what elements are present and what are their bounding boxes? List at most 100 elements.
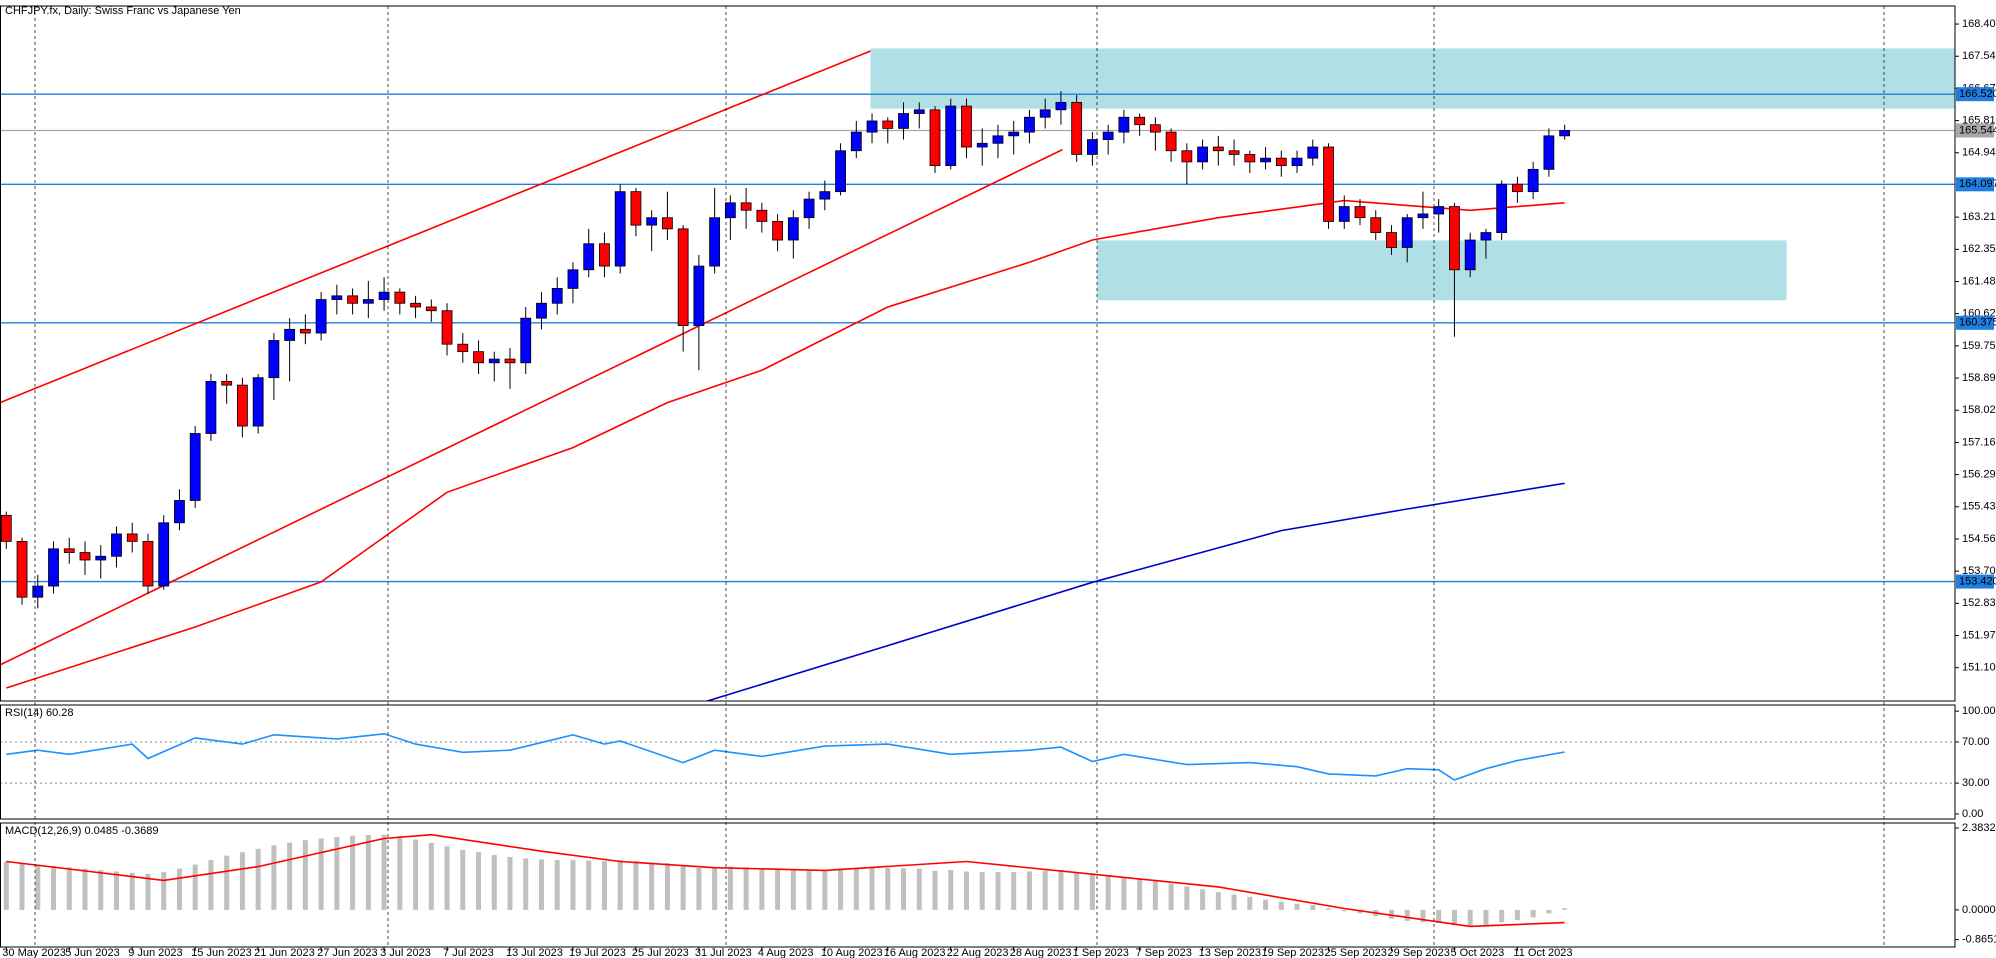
candle-body — [189, 433, 201, 501]
y-tick-label: 158.890 — [1962, 372, 1996, 384]
macd-bar — [145, 873, 151, 910]
x-tick-label: 25 Sep 2023 — [1325, 947, 1387, 958]
y-tick-label: 155.430 — [1962, 501, 1996, 513]
macd-bar — [1388, 909, 1394, 919]
macd-bar — [98, 870, 104, 910]
macd-bar — [948, 870, 954, 910]
level-label: 160.375 — [1959, 317, 1996, 329]
candle-body — [79, 552, 91, 561]
candle-body — [740, 202, 752, 211]
macd-bar — [444, 846, 450, 910]
macd-bar — [1310, 905, 1316, 910]
macd-bar — [397, 836, 403, 910]
y-tick-label: 153.700 — [1962, 565, 1996, 577]
candle-body — [1118, 116, 1130, 133]
macd-bar — [239, 852, 245, 910]
macd-bar — [19, 863, 25, 910]
candle-body — [787, 217, 799, 241]
macd-bar — [901, 868, 907, 910]
macd-bar — [1011, 872, 1017, 910]
candle-body — [126, 533, 138, 542]
y-tick-label: 151.970 — [1962, 629, 1996, 641]
macd-bar — [365, 835, 371, 910]
candle-body — [1055, 101, 1067, 111]
macd-bar — [66, 867, 72, 910]
macd-bar — [759, 868, 765, 910]
candle-body — [1102, 131, 1114, 140]
candle-body — [1401, 217, 1413, 248]
level-label: 164.097 — [1959, 178, 1996, 190]
candle-body — [347, 295, 358, 304]
macd-bar — [1294, 903, 1300, 910]
candle-body — [1275, 157, 1287, 167]
y-tick-label: 0.00 — [1962, 808, 1983, 820]
candle-body — [410, 302, 421, 308]
moving-average — [704, 482, 1565, 701]
macd-bar — [1341, 909, 1347, 912]
x-tick-label: 21 Jun 2023 — [254, 947, 315, 958]
candle-body — [772, 221, 783, 241]
macd-bar — [963, 871, 969, 910]
x-tick-label: 3 Jul 2023 — [380, 947, 431, 958]
candle-body — [1433, 206, 1445, 215]
candle-body — [315, 299, 327, 334]
candle-body — [252, 377, 264, 427]
y-tick-label: 157.160 — [1962, 436, 1996, 448]
candle-body — [16, 540, 28, 598]
macd-bar — [208, 860, 214, 910]
candle-body — [1291, 157, 1303, 167]
macd-bar — [853, 867, 859, 910]
macd-bar — [3, 861, 9, 910]
macd-bar — [1121, 877, 1127, 910]
candle-body — [331, 295, 343, 300]
y-tick-label: 164.945 — [1962, 147, 1996, 159]
candle-body — [1527, 168, 1539, 193]
candle-body — [803, 198, 815, 219]
macd-bar — [1357, 909, 1363, 914]
macd-bar — [743, 867, 749, 910]
x-tick-label: 19 Sep 2023 — [1262, 947, 1324, 958]
macd-bar — [570, 860, 576, 910]
zone — [1097, 240, 1787, 301]
x-tick-label: 25 Jul 2023 — [632, 947, 689, 958]
macd-bar — [1137, 878, 1143, 910]
candle-body — [0, 514, 12, 542]
candle-body — [1260, 157, 1271, 163]
macd-bar — [885, 867, 891, 910]
candle-body — [221, 381, 233, 386]
candle-body — [583, 243, 595, 271]
candle-body — [1543, 135, 1555, 170]
x-tick-label: 7 Sep 2023 — [1136, 947, 1192, 958]
macd-bar — [1562, 908, 1568, 910]
macd-bar — [617, 860, 623, 910]
y-tick-label: 168.405 — [1962, 18, 1996, 30]
y-tick-label: 30.00 — [1962, 777, 1990, 789]
macd-bar — [255, 848, 261, 910]
macd-bar — [1089, 874, 1095, 910]
candle-body — [630, 191, 642, 226]
macd-bar — [318, 838, 324, 910]
macd-bar — [916, 868, 922, 910]
candle-body — [1307, 146, 1319, 159]
candle-body — [299, 328, 311, 334]
candle-body — [1008, 131, 1020, 137]
zone — [870, 48, 1955, 109]
candle-body — [158, 522, 170, 587]
macd-bar — [932, 870, 938, 910]
x-tick-label: 9 Jun 2023 — [128, 947, 182, 958]
macd-bar — [523, 858, 529, 910]
macd-bar — [586, 860, 592, 910]
candle-body — [1464, 239, 1476, 271]
macd-bar — [1436, 909, 1442, 923]
macd-bar — [1042, 870, 1048, 910]
macd-bar — [1451, 909, 1457, 926]
macd-bar — [838, 868, 844, 910]
macd-bar — [696, 867, 702, 910]
macd-bar — [287, 842, 293, 910]
macd-bar — [633, 861, 639, 910]
x-tick-label: 11 Oct 2023 — [1513, 947, 1572, 958]
rsi-line — [6, 732, 1565, 781]
candle-body — [835, 150, 846, 193]
candle-body — [1370, 217, 1382, 233]
